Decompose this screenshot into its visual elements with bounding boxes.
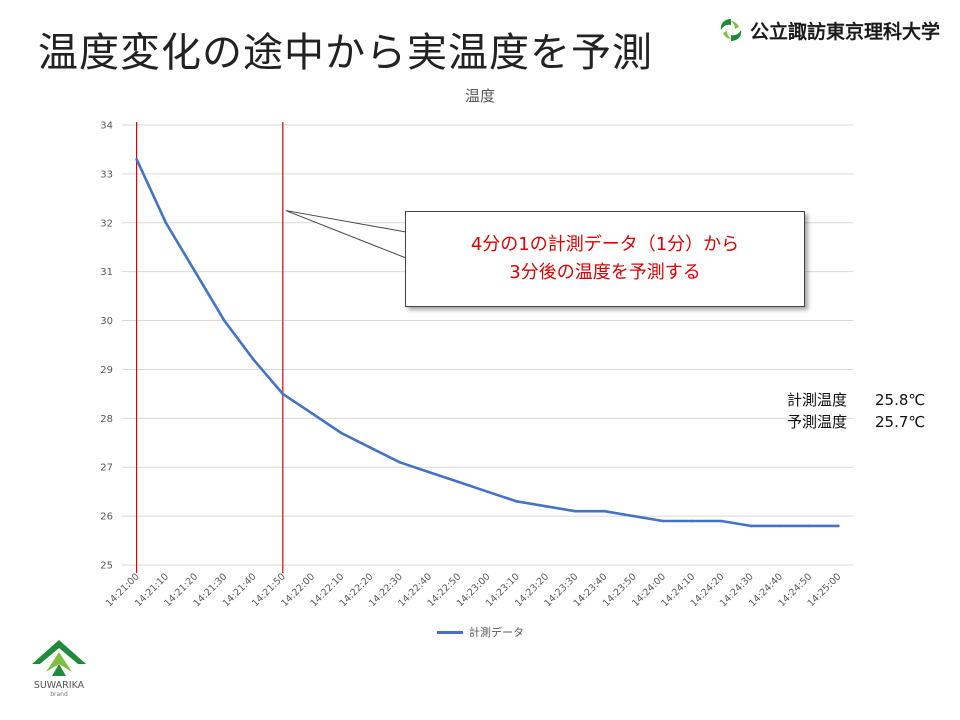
data-point [837,524,840,528]
data-point [515,500,519,503]
data-point [778,524,782,528]
data-point [632,514,635,518]
slide-title: 温度変化の途中から実温度を予測 [38,30,653,76]
y-tick-label: 25 [100,561,113,572]
legend-label: 計測データ [469,626,524,639]
data-point [369,446,372,449]
reading-label: 予測温度 [787,413,848,431]
data-point [486,490,489,493]
data-point [661,519,665,523]
callout-pointer [285,210,407,259]
chart-legend: 計測データ [437,624,524,640]
annotation-callout: 4分の1の計測データ（1分）から 3分後の温度を予測する [405,211,805,307]
data-point [807,524,811,528]
reading-label: 計測温度 [787,391,848,409]
y-tick-label: 29 [100,365,113,376]
temperature-readings: 計測温度 25.8℃ 予測温度 25.7℃ [787,389,925,433]
callout-line-2: 3分後の温度を予測する [509,262,701,283]
data-point [456,480,460,484]
y-tick-label: 26 [100,512,113,523]
reading-value: 25.7℃ [875,413,926,431]
y-tick-label: 27 [100,463,113,474]
brand-sub: brand [50,691,68,698]
data-point [573,509,577,513]
brand-name: SUWARIKA [34,680,85,691]
reading-measured: 計測温度 25.8℃ [787,389,925,411]
university-emblem-icon [720,19,742,41]
data-point [690,519,694,523]
data-point [340,431,343,435]
y-tick-label: 33 [100,169,113,180]
data-point [135,157,138,161]
y-tick-label: 32 [100,218,113,229]
reading-predicted: 予測温度 25.7℃ [787,411,925,433]
y-tick-label: 31 [100,267,113,278]
data-point [164,221,168,225]
legend-swatch [437,630,463,634]
data-point [310,412,314,415]
callout-line-1: 4分の1の計測データ（1分）から [470,234,740,255]
y-tick-label: 34 [100,121,113,132]
data-point [252,358,255,361]
data-point [720,519,723,523]
brand-logo: SUWARIKA brand [32,640,86,698]
university-logo: 公立諏訪東京理科大学 [718,16,940,44]
reading-value: 25.8℃ [875,391,926,409]
data-point [223,319,226,322]
data-point [749,524,752,528]
chart-title: 温度 [464,87,495,105]
data-point [603,509,606,513]
data-point [398,461,402,464]
y-tick-label: 30 [100,316,113,327]
data-point [193,270,197,273]
data-point [544,505,548,508]
university-name: 公立諏訪東京理科大学 [750,20,941,43]
y-tick-label: 28 [100,414,113,425]
data-point [427,470,431,474]
data-point [281,392,285,396]
